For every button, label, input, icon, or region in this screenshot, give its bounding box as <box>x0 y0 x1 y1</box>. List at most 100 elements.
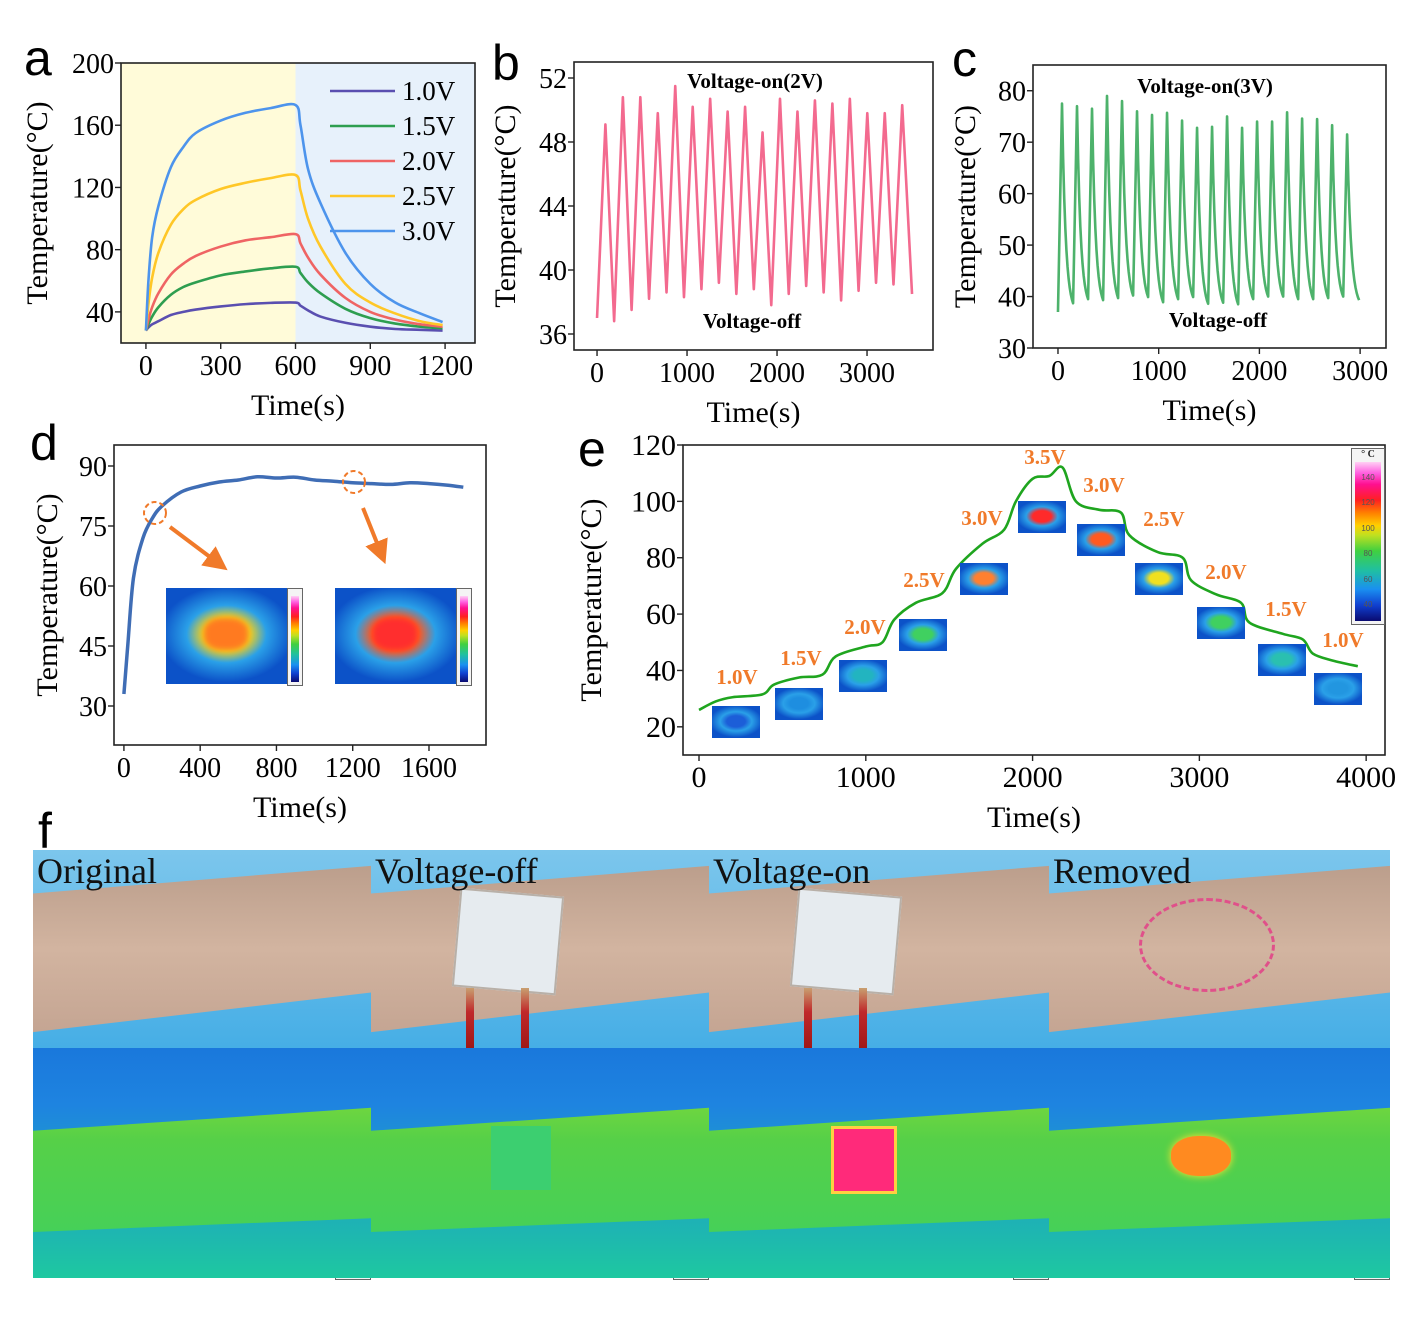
series-line-1.5V <box>144 265 443 332</box>
y-tick-label: 44 <box>539 192 567 223</box>
photo-voltage-off: Voltage-off <box>371 850 709 1048</box>
electrode-lead <box>521 988 529 1048</box>
y-axis-title: Temperature(°C) <box>489 104 522 307</box>
colorbar-tick: 80 <box>1363 549 1373 559</box>
x-tick-label: 1000 <box>1131 356 1187 387</box>
thermal-inset <box>1258 644 1306 676</box>
plot-frame <box>113 444 487 746</box>
panel-label-d: d <box>30 415 58 471</box>
voltage-label: 3.5V <box>1024 445 1065 469</box>
y-tick-label: 60 <box>79 572 107 603</box>
y-tick-label: 80 <box>998 77 1026 108</box>
y-tick-label: 120 <box>72 173 114 204</box>
caption: Voltage-off <box>375 851 538 891</box>
x-tick-label: 1200 <box>417 351 473 382</box>
x-tick-label: 1000 <box>659 358 715 389</box>
color-gradient <box>291 596 299 682</box>
y-tick-label: 80 <box>86 236 114 267</box>
y-tick-label: 90 <box>79 452 107 483</box>
x-tick-label: 1600 <box>401 753 457 784</box>
x-tick-label: 3000 <box>1332 356 1388 387</box>
heater-device <box>451 887 565 996</box>
thermal-inset <box>839 660 887 692</box>
panel-label-b: b <box>492 35 520 91</box>
plot-frame <box>1032 64 1387 349</box>
voltage-label: 1.5V <box>780 646 821 670</box>
x-tick-label: 2000 <box>749 358 805 389</box>
colorbar-small <box>456 588 472 686</box>
y-tick-label: 80 <box>646 542 676 575</box>
y-tick-label: 40 <box>998 283 1026 314</box>
x-tick-label: 0 <box>1051 356 1065 387</box>
y-tick-label: 20 <box>646 711 676 744</box>
x-axis-title: Time(s) <box>251 389 345 422</box>
thermal-image <box>1049 1048 1390 1278</box>
arm-thermal <box>33 1107 371 1232</box>
x-axis-title: Time(s) <box>1163 394 1257 427</box>
color-gradient <box>1355 462 1381 621</box>
x-tick-label: 1000 <box>836 761 896 794</box>
x-tick-label: 300 <box>200 351 242 382</box>
x-tick-label: 600 <box>275 351 317 382</box>
chart-c: 0 1000 2000 3000 30 40 50 60 70 80 Time(s) Temperat… <box>949 64 1388 427</box>
highlight-circle <box>342 470 366 494</box>
series-line-2.5V <box>144 173 443 331</box>
x-tick-label: 400 <box>179 753 221 784</box>
panel-label-f: f <box>38 803 52 859</box>
colorbar-tick: 140 <box>1361 472 1375 482</box>
series-line-c-0 <box>1056 94 1361 313</box>
plot-frame <box>120 62 476 344</box>
thermal-image <box>33 1048 371 1278</box>
series-line-b-0 <box>595 84 914 323</box>
y-tick-label: 36 <box>539 320 567 351</box>
y-axis-title: Temperature(°C) <box>31 493 64 696</box>
chart-b: 0 1000 2000 3000 36 40 44 48 52 Time(s) Temperatur… <box>489 61 934 429</box>
caption: Removed <box>1053 851 1191 891</box>
thermal-inset <box>712 706 760 738</box>
y-tick-label: 60 <box>646 598 676 631</box>
chart-a: 0 300 600 900 1200 40 80 120 160 200 Time(s) Temper… <box>21 49 476 422</box>
y-tick-label: 60 <box>998 180 1026 211</box>
voltage-label: 1.0V <box>1322 628 1363 652</box>
y-axis-title: Temperature(°C) <box>575 498 608 701</box>
y-tick-label: 40 <box>646 654 676 687</box>
x-tick-label: 0 <box>590 358 604 389</box>
hot-area <box>1171 1136 1231 1176</box>
x-tick-label: 3000 <box>839 358 895 389</box>
chart-d: 0 400 800 1200 1600 30 45 60 75 90 Time(s) Temperat… <box>31 444 487 824</box>
highlight-circle <box>143 501 167 525</box>
photo-original: Original <box>33 850 371 1048</box>
voltage-label: 3.0V <box>961 506 1002 530</box>
thermal-inset <box>775 688 823 720</box>
arrow-icon <box>168 525 228 571</box>
color-gradient <box>460 596 468 682</box>
series-line-d-0 <box>122 475 464 695</box>
electrode-lead <box>859 988 867 1048</box>
x-tick-label: 0 <box>139 351 153 382</box>
heater-device <box>789 887 903 996</box>
x-tick-label: 2000 <box>1231 356 1287 387</box>
legend-label: 2.0V <box>402 146 456 176</box>
legend-label: 1.0V <box>402 76 456 106</box>
thermal-inset <box>1077 524 1125 556</box>
x-axis-title: Time(s) <box>987 801 1081 834</box>
series-line-2.0V <box>144 232 443 331</box>
voltage-label: 2.0V <box>1205 560 1246 584</box>
thermal-image <box>709 1048 1049 1278</box>
series-line-1.0V <box>144 301 443 332</box>
y-tick-label: 160 <box>72 111 114 142</box>
voltage-label: 3.0V <box>1083 473 1124 497</box>
hot-spot <box>373 618 417 650</box>
voltage-label: 2.0V <box>844 615 885 639</box>
thermal-inset <box>1135 563 1183 595</box>
y-tick-label: 40 <box>539 256 567 287</box>
annotation: Voltage-on(3V) <box>1137 74 1273 98</box>
x-tick-label: 0 <box>117 753 131 784</box>
colorbar-tick: 60 <box>1363 574 1373 584</box>
colorbar-tick: 100 <box>1361 523 1375 533</box>
annotation: Voltage-on(2V) <box>687 69 823 93</box>
voltage-label: 2.5V <box>1143 507 1184 531</box>
x-axis-title: Time(s) <box>707 396 801 429</box>
